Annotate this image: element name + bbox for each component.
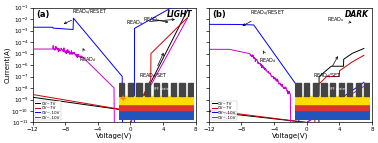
Text: (b): (b) [212, 10, 226, 19]
X-axis label: Voltage(V): Voltage(V) [272, 132, 309, 139]
X-axis label: Voltage(V): Voltage(V) [96, 132, 132, 139]
Text: READ$_u$: READ$_u$ [126, 18, 174, 27]
Y-axis label: Current(A): Current(A) [4, 47, 11, 83]
Legend: 0V~7V, 0V~7V, 0V~-10V, 0V~-10V: 0V~7V, 0V~7V, 0V~-10V, 0V~-10V [211, 101, 237, 120]
Text: LIGHT: LIGHT [167, 10, 192, 19]
Text: READ$_u$: READ$_u$ [143, 15, 160, 24]
Text: READ$_u$/RESET: READ$_u$/RESET [243, 8, 285, 26]
Legend: 0V~7V, 0V~7V, 0V~-10V, 0V~-10V: 0V~7V, 0V~7V, 0V~-10V, 0V~-10V [35, 101, 61, 120]
Text: READ$_d$: READ$_d$ [259, 51, 276, 65]
Text: DARK: DARK [345, 10, 369, 19]
Text: (a): (a) [36, 10, 49, 19]
Text: READ$_d$: READ$_d$ [79, 49, 97, 64]
Text: READ$_d$/SET: READ$_d$/SET [139, 53, 168, 80]
Text: READ$_u$: READ$_u$ [327, 15, 351, 24]
Text: READ$_u$/RESET: READ$_u$/RESET [64, 7, 107, 24]
Text: READ$_d$/SET: READ$_d$/SET [313, 57, 342, 80]
